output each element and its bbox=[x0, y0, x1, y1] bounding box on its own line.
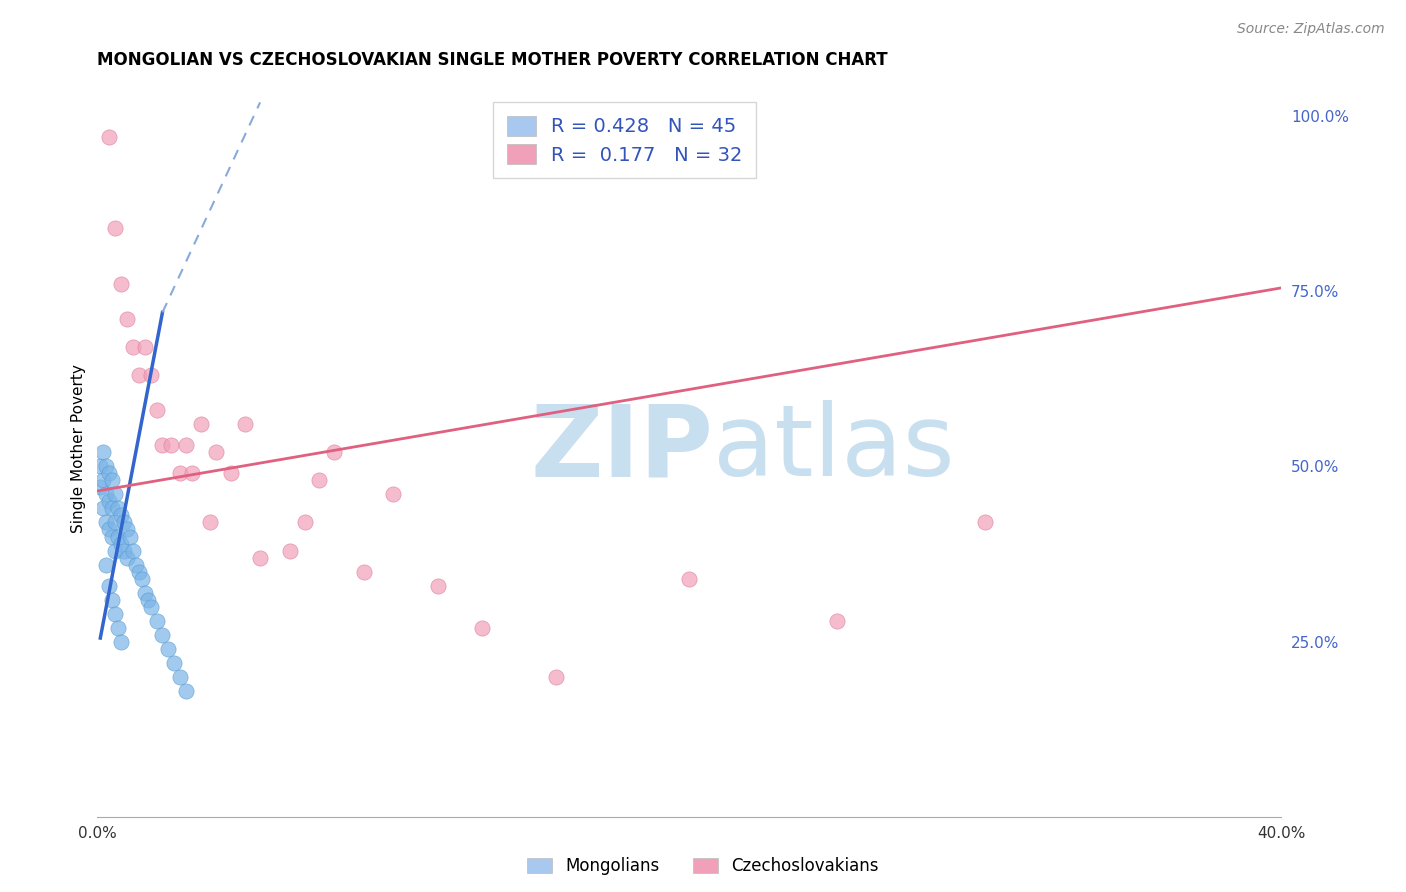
Point bbox=[104, 221, 127, 235]
Point bbox=[96, 558, 118, 572]
Legend: Mongolians, Czechoslovakians: Mongolians, Czechoslovakians bbox=[519, 849, 887, 884]
Point bbox=[128, 368, 150, 383]
Text: ZIP: ZIP bbox=[530, 401, 713, 498]
Point bbox=[96, 487, 118, 501]
Text: MONGOLIAN VS CZECHOSLOVAKIAN SINGLE MOTHER POVERTY CORRELATION CHART: MONGOLIAN VS CZECHOSLOVAKIAN SINGLE MOTH… bbox=[97, 51, 889, 69]
Point bbox=[98, 523, 121, 537]
Point bbox=[160, 438, 183, 452]
Point bbox=[181, 467, 204, 481]
Point bbox=[198, 516, 221, 530]
Point bbox=[139, 599, 162, 614]
Point bbox=[115, 550, 138, 565]
Point bbox=[382, 487, 405, 501]
Point bbox=[145, 403, 167, 417]
Point bbox=[278, 543, 301, 558]
Point bbox=[825, 614, 848, 628]
Point bbox=[131, 572, 153, 586]
Point bbox=[107, 529, 129, 543]
Point bbox=[89, 459, 111, 474]
Point bbox=[89, 481, 111, 495]
Point bbox=[101, 529, 124, 543]
Point bbox=[974, 516, 997, 530]
Point bbox=[204, 445, 226, 459]
Point bbox=[98, 578, 121, 592]
Point bbox=[115, 312, 138, 326]
Point bbox=[136, 592, 159, 607]
Point bbox=[98, 130, 121, 145]
Point bbox=[353, 565, 375, 579]
Point bbox=[134, 341, 156, 355]
Point bbox=[104, 487, 127, 501]
Point bbox=[174, 438, 197, 452]
Text: Source: ZipAtlas.com: Source: ZipAtlas.com bbox=[1237, 22, 1385, 37]
Point bbox=[152, 438, 174, 452]
Y-axis label: Single Mother Poverty: Single Mother Poverty bbox=[72, 365, 86, 533]
Point bbox=[121, 543, 143, 558]
Point bbox=[96, 459, 118, 474]
Point bbox=[308, 474, 330, 488]
Point bbox=[471, 621, 494, 635]
Point bbox=[121, 341, 143, 355]
Point bbox=[128, 565, 150, 579]
Point bbox=[249, 550, 271, 565]
Point bbox=[115, 523, 138, 537]
Point bbox=[110, 634, 132, 648]
Point bbox=[190, 417, 212, 432]
Point bbox=[104, 516, 127, 530]
Point bbox=[91, 445, 114, 459]
Point bbox=[323, 445, 346, 459]
Point bbox=[233, 417, 256, 432]
Text: atlas: atlas bbox=[713, 401, 955, 498]
Point bbox=[219, 467, 242, 481]
Point bbox=[110, 277, 132, 292]
Legend: R = 0.428   N = 45, R =  0.177   N = 32: R = 0.428 N = 45, R = 0.177 N = 32 bbox=[494, 102, 756, 178]
Point bbox=[112, 543, 135, 558]
Point bbox=[294, 516, 316, 530]
Point bbox=[101, 592, 124, 607]
Point bbox=[152, 627, 174, 641]
Point bbox=[139, 368, 162, 383]
Point bbox=[169, 467, 191, 481]
Point bbox=[91, 501, 114, 516]
Point bbox=[125, 558, 148, 572]
Point bbox=[112, 516, 135, 530]
Point bbox=[118, 529, 141, 543]
Point bbox=[157, 641, 180, 656]
Point bbox=[101, 501, 124, 516]
Point bbox=[544, 669, 567, 683]
Point bbox=[104, 543, 127, 558]
Point bbox=[174, 683, 197, 698]
Point bbox=[107, 621, 129, 635]
Point bbox=[110, 508, 132, 523]
Point bbox=[145, 614, 167, 628]
Point bbox=[104, 607, 127, 621]
Point bbox=[110, 536, 132, 550]
Point bbox=[91, 474, 114, 488]
Point bbox=[678, 572, 700, 586]
Point bbox=[96, 516, 118, 530]
Point bbox=[134, 585, 156, 599]
Point bbox=[98, 467, 121, 481]
Point bbox=[426, 578, 449, 592]
Point bbox=[98, 494, 121, 508]
Point bbox=[169, 669, 191, 683]
Point bbox=[107, 501, 129, 516]
Point bbox=[101, 474, 124, 488]
Point bbox=[163, 656, 186, 670]
